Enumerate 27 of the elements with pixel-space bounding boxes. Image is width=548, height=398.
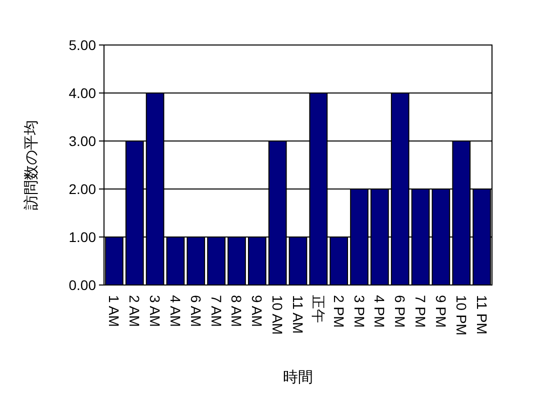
x-tick-label: 10 PM (453, 295, 470, 336)
y-tick-label: 4.00 (68, 85, 96, 101)
x-tick-label: 6 AM (188, 295, 204, 327)
x-tick-label: 9 PM (432, 295, 449, 328)
x-tick-label: 9 AM (249, 295, 266, 327)
x-tick-label: 10 AM (270, 295, 286, 335)
x-tick-label: 3 AM (147, 295, 164, 327)
x-tick-label: 3 PM (351, 295, 368, 328)
y-tick-label: 1.00 (68, 229, 96, 245)
y-axis-title: 訪問数の平均 (23, 120, 40, 210)
x-axis-title: 時間 (283, 369, 313, 386)
x-tick-label: 11 PM (474, 295, 490, 334)
x-tick-label: 4 AM (167, 295, 184, 327)
y-tick-label: 3.00 (68, 133, 96, 149)
x-tick-label: 2 AM (126, 295, 143, 327)
x-tick-label: 正午 (310, 295, 326, 323)
y-tick-label: 2.00 (68, 181, 96, 197)
x-tick-label: 2 PM (330, 295, 347, 328)
x-tick-label: 7 AM (208, 295, 224, 327)
y-tick-label: 0.00 (68, 277, 96, 293)
y-tick-label: 5.00 (68, 37, 96, 53)
x-tick-label: 1 AM (106, 295, 122, 327)
x-tick-label: 11 AM (290, 295, 306, 334)
x-tick-label: 8 AM (228, 295, 245, 327)
x-tick-label: 4 PM (372, 295, 388, 328)
x-tick-label: 7 PM (412, 295, 429, 328)
x-tick-label: 6 PM (392, 295, 408, 328)
